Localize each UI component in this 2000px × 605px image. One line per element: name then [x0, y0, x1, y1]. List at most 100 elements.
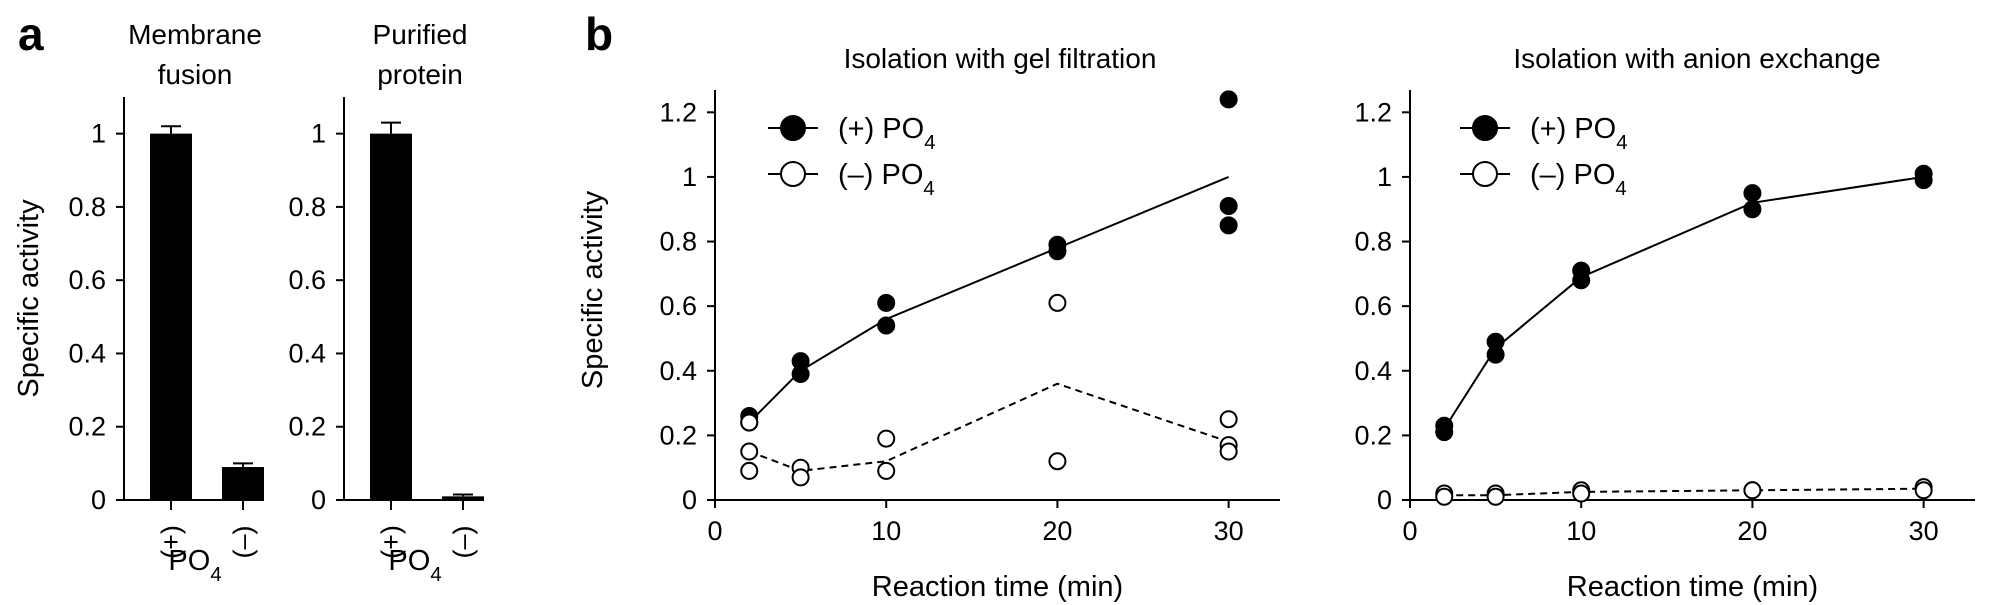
data-point-open	[1048, 452, 1067, 471]
chart-title-line2: protein	[377, 59, 463, 90]
y-tick-label: 0.6	[288, 265, 326, 295]
x-tick-label: 0	[1402, 516, 1417, 546]
series-line	[1443, 175, 1924, 430]
series-line	[748, 382, 1229, 472]
data-point-filled	[1486, 345, 1505, 364]
bar	[442, 496, 484, 500]
chart-title: Isolation with anion exchange	[1513, 43, 1880, 74]
x-tick-label: 30	[1909, 516, 1939, 546]
y-tick-label: 1.2	[1354, 97, 1392, 127]
legend-marker	[780, 161, 806, 187]
legend-marker	[1472, 115, 1498, 141]
legend-marker	[780, 115, 806, 141]
data-point-open	[740, 413, 759, 432]
y-tick-label: 0.8	[68, 192, 106, 222]
data-point-filled	[1219, 90, 1238, 109]
y-tick-label: 0.2	[1354, 420, 1392, 450]
data-point-filled	[791, 365, 810, 383]
y-tick-label: 1	[91, 119, 106, 149]
chart-title-line1: Purified	[373, 19, 468, 50]
x-tick-label: 30	[1214, 516, 1244, 546]
data-point-open	[877, 429, 896, 448]
data-point-open	[1572, 484, 1591, 503]
y-tick-label: 1	[311, 119, 326, 149]
data-point-open	[1914, 481, 1933, 500]
bar	[222, 467, 264, 500]
y-tick-label: 0.8	[659, 227, 697, 257]
bar-chart-2: Purified protein 0 0.2 0.4 0.6 0.8 1 (+) (–)PO4	[288, 19, 484, 586]
y-tick-label: 0.2	[68, 412, 106, 442]
x-tick-label: 20	[1737, 516, 1767, 546]
chart-title-line2: fusion	[158, 59, 233, 90]
y-axis-label: Specific activity	[577, 190, 609, 389]
scatter-chart-2: Isolation with anion exchange 0 0.2 0.4 0.6 0…	[1354, 43, 1975, 603]
legend-marker	[1472, 161, 1498, 187]
legend-label: (+) PO4	[838, 113, 936, 154]
y-tick-label: 0	[1377, 485, 1392, 515]
bar-chart-1: Membrane fusion 0 0.2 0.4 0.6 0.8 1 (+) (–)PO4 Spe…	[13, 19, 264, 586]
y-tick-label: 0	[311, 485, 326, 515]
y-tick-label: 0	[682, 485, 697, 515]
y-tick-label: 0.8	[1354, 227, 1392, 257]
y-tick-label: 0.4	[288, 338, 326, 368]
y-tick-label: 0.2	[288, 412, 326, 442]
y-tick-label: 0.4	[68, 338, 106, 368]
data-point-filled	[1048, 242, 1067, 261]
scatter-chart-1: Isolation with gel filtration 0 0.2 0.4 0.6 0…	[577, 43, 1280, 603]
chart-title-line1: Membrane	[128, 19, 262, 50]
y-tick-label: 0.6	[659, 291, 697, 321]
y-tick-label: 0.4	[659, 356, 697, 386]
x-tick-label: (–)	[228, 526, 258, 559]
y-tick-label: 1	[682, 162, 697, 192]
data-point-open	[877, 461, 896, 480]
panel-label-a: a	[18, 8, 44, 60]
data-point-filled	[877, 316, 896, 335]
data-point-filled	[877, 293, 896, 312]
x-tick-label: 10	[1566, 516, 1596, 546]
data-point-open	[740, 442, 759, 461]
x-tick-label: 10	[871, 516, 901, 546]
data-point-open	[1435, 487, 1454, 506]
data-point-open	[1743, 481, 1762, 500]
panel-label-b: b	[585, 8, 613, 60]
y-tick-label: 0.4	[1354, 356, 1392, 386]
data-point-filled	[1743, 200, 1762, 219]
y-tick-label: 1.2	[659, 97, 697, 127]
data-point-open	[1048, 293, 1067, 312]
data-point-filled	[1914, 171, 1933, 190]
y-tick-label: 1	[1377, 162, 1392, 192]
x-tick-label: 20	[1042, 516, 1072, 546]
bar	[370, 133, 412, 501]
legend-label: (–) PO4	[1530, 159, 1627, 200]
data-point-open	[1486, 487, 1505, 506]
x-axis-label: Reaction time (min)	[872, 571, 1123, 603]
series-line	[1444, 487, 1924, 497]
y-tick-label: 0.2	[659, 420, 697, 450]
data-point-open	[1219, 410, 1238, 429]
bar	[150, 133, 192, 501]
y-tick-label: 0.6	[1354, 291, 1392, 321]
x-axis-label: Reaction time (min)	[1567, 571, 1818, 603]
y-tick-label: 0.6	[68, 265, 106, 295]
x-tick-label: (+)	[376, 525, 406, 559]
data-point-filled	[1435, 423, 1454, 442]
y-axis-label: Specific activity	[13, 199, 45, 398]
y-tick-label: 0	[91, 485, 106, 515]
data-point-open	[1219, 442, 1238, 461]
data-point-open	[791, 468, 810, 487]
x-group-label: PO4	[168, 545, 221, 586]
chart-title: Isolation with gel filtration	[844, 43, 1157, 74]
y-tick-label: 0.8	[288, 192, 326, 222]
x-tick-label: (+)	[156, 525, 186, 559]
data-point-filled	[1219, 197, 1238, 215]
series-line	[748, 175, 1229, 424]
data-point-filled	[1572, 271, 1591, 290]
data-point-filled	[1219, 216, 1238, 235]
legend-label: (+) PO4	[1530, 113, 1628, 154]
x-group-label: PO4	[388, 545, 441, 586]
legend-label: (–) PO4	[838, 159, 935, 200]
data-point-filled	[1743, 184, 1762, 203]
x-tick-label: (–)	[448, 526, 478, 559]
